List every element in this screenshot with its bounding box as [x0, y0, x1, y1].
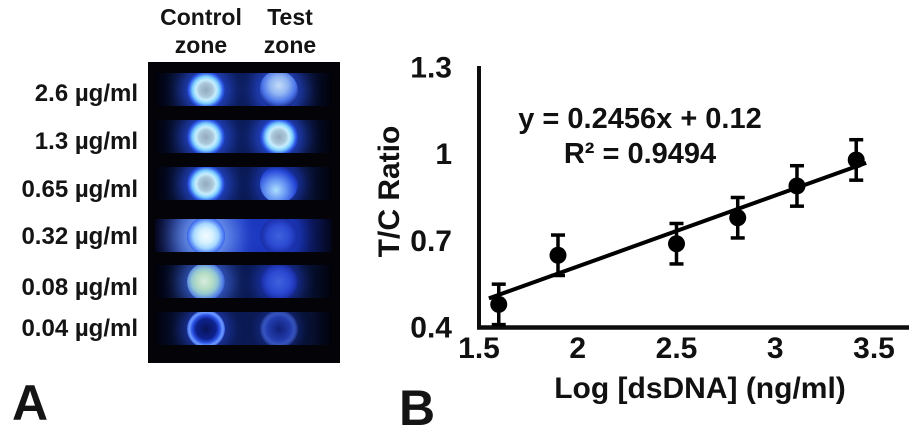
data-point — [549, 246, 567, 264]
concentration-label: 2.6 µg/ml — [34, 80, 138, 107]
test-zone-dot — [260, 219, 298, 252]
regression-equation: y = 0.2456x + 0.12 R² = 0.9494 — [479, 102, 801, 172]
y-tick-label: 1 — [435, 138, 452, 171]
panel-a-label: A — [12, 375, 49, 431]
x-tick-label: 1.5 — [458, 332, 500, 365]
concentration-label: 0.65 µg/ml — [21, 176, 138, 203]
lateral-flow-assay-image — [148, 62, 340, 363]
test-strip — [155, 312, 332, 345]
data-point — [847, 151, 865, 169]
test-strip — [155, 219, 332, 252]
test-zone-column-header: Test zone — [252, 3, 328, 59]
x-axis-title: Log [dsDNA] (ng/ml) — [554, 372, 846, 405]
test-zone-dot — [260, 265, 298, 298]
test-zone-header-line1: Test — [267, 4, 313, 30]
control-zone-dot — [187, 312, 225, 345]
test-zone-dot — [260, 167, 298, 200]
x-tick-label: 2.5 — [656, 332, 698, 365]
control-zone-dot — [187, 73, 225, 106]
x-tick-label: 3 — [767, 332, 784, 365]
control-zone-header-line2: zone — [174, 32, 228, 58]
test-strip — [155, 265, 332, 298]
control-zone-column-header: Control zone — [148, 3, 254, 59]
test-zone-dot — [260, 73, 298, 106]
control-zone-header-line1: Control — [160, 4, 242, 30]
x-tick-label: 2 — [569, 332, 586, 365]
control-zone-dot — [187, 265, 225, 298]
r-squared-line: R² = 0.9494 — [563, 138, 717, 170]
panel-b-label: B — [399, 380, 436, 434]
y-tick-label: 0.7 — [410, 225, 452, 258]
data-point — [490, 295, 508, 313]
concentration-label: 1.3 µg/ml — [34, 128, 138, 155]
y-tick-label: 1.3 — [410, 51, 452, 84]
test-zone-header-line2: zone — [263, 32, 317, 58]
control-zone-dot — [187, 167, 225, 200]
x-tick-label: 3.5 — [853, 332, 895, 365]
data-point — [668, 235, 685, 253]
test-zone-dot — [260, 120, 298, 153]
control-zone-dot — [187, 120, 225, 153]
concentration-label: 0.32 µg/ml — [21, 223, 138, 250]
concentration-label: 0.08 µg/ml — [21, 274, 138, 301]
test-zone-dot — [260, 312, 298, 345]
test-strip — [155, 73, 332, 106]
data-point — [788, 177, 806, 195]
concentration-label: 0.04 µg/ml — [21, 315, 138, 342]
equation-line: y = 0.2456x + 0.12 — [518, 103, 762, 135]
y-tick-label: 0.4 — [410, 312, 452, 345]
y-axis-title: T/C Ratio — [373, 125, 406, 258]
test-strip — [155, 120, 332, 153]
test-strip — [155, 167, 332, 200]
data-point — [729, 209, 747, 227]
control-zone-dot — [187, 219, 225, 252]
